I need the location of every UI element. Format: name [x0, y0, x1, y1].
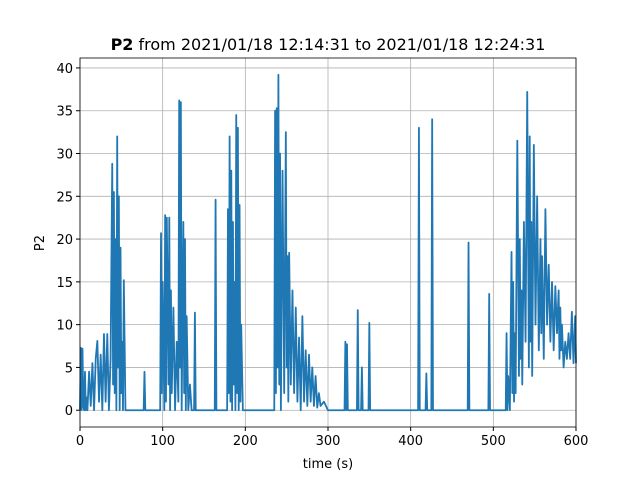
title-bold: P2	[111, 35, 134, 54]
title-text: from 2021/01/18 12:14:31 to 2021/01/18 1…	[139, 35, 546, 54]
y-tick-label: 10	[56, 319, 73, 334]
y-tick-label: 20	[56, 233, 73, 248]
y-tick-label: 35	[56, 105, 73, 120]
y-tick-label: 5	[65, 361, 73, 376]
y-axis-label: P2	[33, 235, 48, 251]
x-tick-label: 0	[76, 434, 84, 449]
data-line	[79, 73, 577, 412]
y-tick-label: 40	[56, 62, 73, 77]
y-tick-label: 0	[65, 404, 73, 419]
x-axis-label: time (s)	[303, 457, 353, 472]
y-tick-label: 15	[56, 276, 73, 291]
plot-frame	[79, 57, 577, 428]
y-tick-label: 30	[56, 148, 73, 163]
chart-title: P2 from 2021/01/18 12:14:31 to 2021/01/1…	[111, 35, 546, 54]
x-tick-label: 100	[150, 434, 175, 449]
y-tick-label: 25	[56, 190, 73, 205]
x-tick-label: 400	[398, 434, 423, 449]
x-tick-label: 500	[481, 434, 506, 449]
x-tick-label: 200	[233, 434, 258, 449]
x-tick-label: 300	[316, 434, 341, 449]
x-tick-label: 600	[564, 434, 589, 449]
